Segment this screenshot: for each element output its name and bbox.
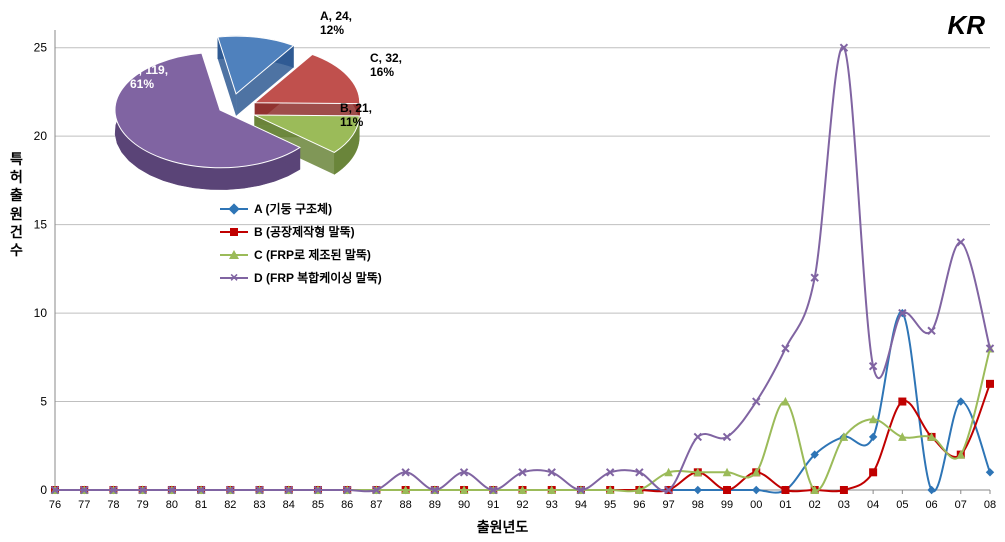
legend-item-C: C (FRP로 제조된 말뚝) <box>220 246 382 263</box>
svg-text:01: 01 <box>779 499 791 511</box>
svg-text:99: 99 <box>721 499 733 511</box>
svg-text:92: 92 <box>516 499 528 511</box>
svg-text:81: 81 <box>195 499 207 511</box>
svg-text:00: 00 <box>750 499 762 511</box>
legend-label: B (공장제작형 말뚝) <box>254 223 355 240</box>
svg-text:03: 03 <box>838 499 850 511</box>
svg-text:07: 07 <box>955 499 967 511</box>
legend-item-B: B (공장제작형 말뚝) <box>220 223 382 240</box>
svg-text:87: 87 <box>370 499 382 511</box>
chart-container: KR 특허출원건수 출원년도 0510152025767778798081828… <box>0 0 1005 542</box>
legend-label: C (FRP로 제조된 말뚝) <box>254 246 371 263</box>
legend-item-D: ×D (FRP 복합케이싱 말뚝) <box>220 269 382 286</box>
svg-text:97: 97 <box>662 499 674 511</box>
pie-chart: A, 24,12%C, 32,16%B, 21,11%D, 119,61% <box>0 0 470 210</box>
svg-text:98: 98 <box>692 499 704 511</box>
svg-text:79: 79 <box>137 499 149 511</box>
legend-label: A (기둥 구조체) <box>254 200 332 217</box>
svg-text:82: 82 <box>224 499 236 511</box>
svg-text:80: 80 <box>166 499 178 511</box>
svg-text:06: 06 <box>925 499 937 511</box>
svg-text:76: 76 <box>49 499 61 511</box>
svg-text:89: 89 <box>429 499 441 511</box>
svg-text:C, 32,16%: C, 32,16% <box>370 51 402 79</box>
svg-text:78: 78 <box>107 499 119 511</box>
svg-text:91: 91 <box>487 499 499 511</box>
svg-text:0: 0 <box>40 483 47 497</box>
svg-text:05: 05 <box>896 499 908 511</box>
svg-text:77: 77 <box>78 499 90 511</box>
svg-text:15: 15 <box>34 218 48 232</box>
svg-text:94: 94 <box>575 499 587 511</box>
svg-text:86: 86 <box>341 499 353 511</box>
svg-text:83: 83 <box>253 499 265 511</box>
svg-text:96: 96 <box>633 499 645 511</box>
legend-label: D (FRP 복합케이싱 말뚝) <box>254 269 382 286</box>
svg-text:84: 84 <box>283 499 295 511</box>
svg-text:10: 10 <box>34 306 48 320</box>
svg-text:04: 04 <box>867 499 879 511</box>
svg-text:02: 02 <box>809 499 821 511</box>
svg-text:90: 90 <box>458 499 470 511</box>
legend-item-A: A (기둥 구조체) <box>220 200 382 217</box>
svg-text:93: 93 <box>546 499 558 511</box>
svg-text:95: 95 <box>604 499 616 511</box>
svg-text:A, 24,12%: A, 24,12% <box>320 9 352 37</box>
svg-text:85: 85 <box>312 499 324 511</box>
svg-text:08: 08 <box>984 499 996 511</box>
svg-text:88: 88 <box>400 499 412 511</box>
svg-text:B, 21,11%: B, 21,11% <box>340 101 372 129</box>
svg-text:5: 5 <box>40 395 47 409</box>
legend: A (기둥 구조체) B (공장제작형 말뚝) C (FRP로 제조된 말뚝) ×D … <box>220 200 382 292</box>
